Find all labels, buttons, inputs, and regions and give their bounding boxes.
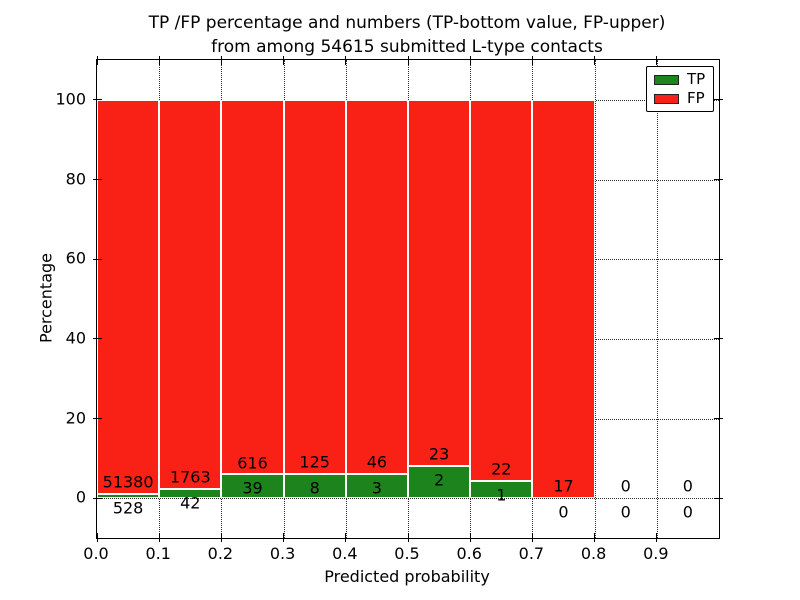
x-tick-mark-top [283,56,285,65]
y-tick-mark-right [714,338,723,340]
x-tick-label: 0.4 [332,544,358,563]
tp-count-label: 1 [496,485,507,505]
fp-bar-segment [532,99,595,499]
fp-count-label: 125 [299,452,330,472]
y-tick-label: 60 [65,248,86,268]
y-tick-mark [93,179,102,180]
x-tick-mark [531,533,533,542]
fp-count-label: 23 [428,444,450,464]
fp-bar-segment [283,99,346,475]
legend-item-tp: TP [654,72,706,87]
fp-legend-swatch [654,93,679,104]
x-tick-mark-top [158,56,160,65]
x-tick-mark [96,533,98,542]
x-tick-mark-top [345,56,347,65]
y-tick-label: 20 [65,408,86,427]
tp-bar-segment [159,488,222,499]
x-tick-mark-top [469,56,471,65]
fp-count-label: 46 [366,452,388,472]
fp-count-label: 1763 [169,467,211,487]
fp-count-label: 0 [682,476,693,496]
x-tick-label: 0.3 [269,544,296,563]
y-tick-mark-right [714,418,723,419]
y-tick-mark-right [714,179,723,180]
x-tick-label: 0.7 [518,544,545,563]
fp-bar-segment [345,99,408,474]
tp-legend-swatch [654,74,679,85]
x-tick-label: 0.1 [145,544,171,563]
chart-title-line1: TP /FP percentage and numbers (TP-bottom… [148,13,666,33]
chart-title: TP /FP percentage and numbers (TP-bottom… [96,11,718,59]
tp-count-label: 528 [112,498,144,518]
x-tick-mark [594,533,596,542]
x-tick-mark [469,533,471,542]
y-tick-mark-right [714,99,723,101]
x-tick-label: 0.6 [456,544,482,563]
gridline-vertical [656,60,658,538]
y-tick-label: 40 [65,328,86,348]
tp-count-label: 0 [620,502,631,522]
x-tick-mark [345,533,347,542]
y-tick-mark [93,338,102,340]
x-tick-mark-top [594,56,596,65]
y-tick-label: 0 [75,487,86,507]
y-tick-mark [93,497,102,499]
tp-count-label: 3 [371,478,382,498]
legend: TP FP [646,66,714,112]
x-tick-mark-top [656,56,658,65]
fp-bar-segment [221,99,284,475]
x-axis-label: Predicted probability [324,567,490,586]
fp-bar-segment [97,99,160,495]
x-tick-mark [283,533,285,542]
tp-bar-segment [345,473,408,499]
fp-legend-label: FP [687,89,705,107]
x-tick-label: 0.5 [394,544,420,563]
x-tick-mark-top [531,56,533,65]
y-tick-mark [93,258,102,260]
tp-count-label: 2 [434,470,445,490]
fp-count-label: 616 [237,453,268,473]
x-tick-mark-top [220,56,222,65]
x-tick-mark [158,533,160,542]
fp-bar-segment [408,99,471,467]
tp-count-label: 42 [180,493,201,513]
plot-area: 51380 528 1763 42 616 39 125 8 46 3 23 2 22 1 17 0 0 0 0 0 [93,56,723,542]
x-tick-label: 0.9 [643,544,669,563]
tp-legend-label: TP [687,70,706,88]
tp-count-label: 0 [558,502,569,522]
fp-bar-segment [470,99,533,481]
x-tick-mark [220,533,222,542]
tp-count-label: 39 [242,478,263,498]
fp-count-label: 51380 [102,472,154,492]
fp-bar-segment [159,99,222,489]
fp-count-label: 22 [491,459,512,479]
x-tick-mark-top [407,56,409,65]
y-tick-mark-right [714,258,723,260]
legend-item-fp: FP [654,91,706,106]
y-tick-mark-right [714,497,723,499]
tp-bar-segment [221,474,284,499]
tp-bar-segment [97,494,160,499]
x-tick-mark-top [96,56,98,65]
chart-title-line2: from among 54615 submitted L-type contac… [211,37,603,57]
fp-count-label: 17 [553,476,574,496]
y-tick-label: 80 [65,169,86,188]
x-tick-label: 0.0 [83,544,109,563]
y-tick-mark [93,99,102,101]
gridline-vertical [594,60,596,538]
y-tick-label: 100 [55,89,86,109]
fp-count-label: 0 [620,476,631,496]
tp-bar-segment [283,474,346,499]
tp-bar-segment [408,466,471,499]
x-tick-mark [656,533,658,542]
tp-bar-segment [470,480,533,499]
x-tick-label: 0.2 [207,544,234,563]
y-tick-mark [93,418,102,419]
x-tick-mark [407,533,409,542]
tp-count-label: 0 [682,502,693,522]
tp-count-label: 8 [309,478,320,498]
x-tick-label: 0.8 [580,544,607,563]
